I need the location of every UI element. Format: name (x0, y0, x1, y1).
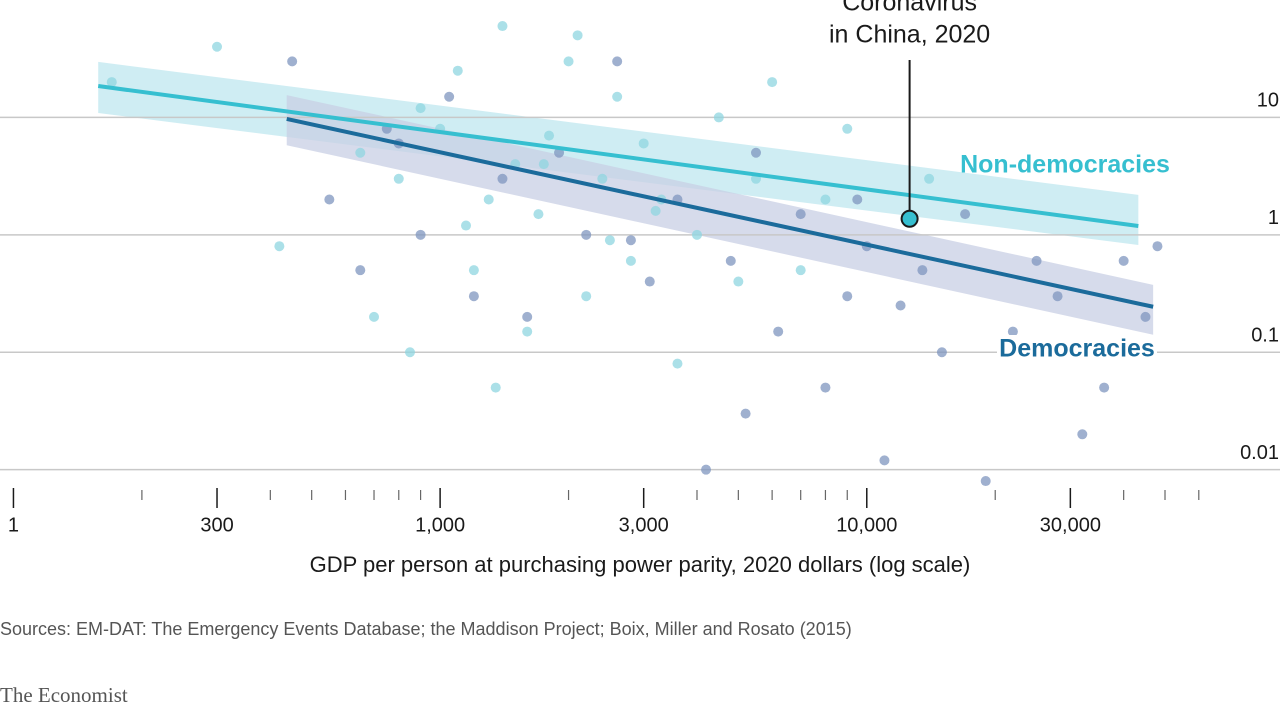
y-tick-label: 0.1 (1251, 325, 1279, 347)
label-backing (997, 335, 1157, 365)
bands (98, 61, 1154, 335)
data-point (980, 476, 991, 487)
data-point (842, 123, 853, 134)
data-point (355, 147, 366, 158)
data-point (701, 464, 712, 475)
data-point (936, 347, 947, 358)
data-point (820, 194, 831, 205)
data-point (490, 382, 501, 393)
data-point (563, 56, 574, 67)
data-point (740, 408, 751, 419)
data-point (212, 41, 223, 52)
x-tick-label: 1 (8, 514, 19, 536)
data-point (960, 209, 971, 220)
data-point (751, 147, 762, 158)
data-point (895, 300, 906, 311)
data-point (691, 229, 702, 240)
data-point (461, 220, 472, 231)
data-point (1140, 311, 1151, 322)
data-point (612, 91, 623, 102)
x-tick-label: 30,000 (1040, 514, 1101, 536)
data-point (581, 291, 592, 302)
data-point (795, 209, 806, 220)
data-point (538, 159, 549, 170)
fit-line (97, 84, 1139, 228)
data-point (106, 77, 117, 88)
data-point (572, 30, 583, 41)
annotation-text: Coronavirus (842, 0, 977, 17)
data-point (274, 241, 285, 252)
data-point (444, 91, 455, 102)
data-point (1099, 382, 1110, 393)
data-point (879, 455, 890, 466)
data-point (404, 347, 415, 358)
x-tick-label: 300 (200, 514, 233, 536)
data-point (369, 311, 380, 322)
data-point (522, 311, 533, 322)
data-point (625, 235, 636, 246)
data-point (497, 173, 508, 184)
data-point (733, 276, 744, 287)
annotation-text: in China, 2020 (829, 21, 990, 49)
fit-line (286, 117, 1154, 309)
foreground: 0.01 0.1 1 10 1 300 1,000 3,000 10,000 30,000 Non-… (8, 0, 1279, 536)
data-point (415, 229, 426, 240)
fit-lines (97, 84, 1154, 309)
data-point (1052, 291, 1063, 302)
source: Sources: EM-DAT: The Emergency Events Da… (0, 619, 852, 639)
data-point (1077, 429, 1088, 440)
data-point (393, 173, 404, 184)
data-point (522, 326, 533, 337)
annotation-marker (900, 209, 919, 228)
data-point (1031, 255, 1042, 266)
data-point (415, 103, 426, 114)
data-point (852, 194, 863, 205)
points (106, 21, 1163, 487)
data-point (468, 291, 479, 302)
data-point (924, 173, 935, 184)
data-point (497, 21, 508, 32)
data-point (625, 255, 636, 266)
data-point (581, 229, 592, 240)
data-point (1152, 241, 1163, 252)
data-point (672, 358, 683, 369)
data-point (773, 326, 784, 337)
data-point (468, 265, 479, 276)
data-point (604, 235, 615, 246)
series-label: Non-democracies (960, 151, 1170, 179)
data-point (795, 265, 806, 276)
series-label: Democracies (999, 335, 1155, 363)
confidence-band (98, 61, 1139, 245)
data-point (725, 255, 736, 266)
y-tick-label: 0.01 (1240, 442, 1279, 464)
data-point (287, 56, 298, 67)
x-tick-label: 10,000 (836, 514, 897, 536)
data-point (452, 65, 463, 76)
data-point (355, 265, 366, 276)
data-point (612, 56, 623, 67)
x-axis-label: GDP per person at purchasing power parit… (310, 552, 971, 577)
data-point (324, 194, 335, 205)
data-point (644, 276, 655, 287)
data-point (820, 382, 831, 393)
data-point (544, 130, 555, 141)
y-tick-label: 1 (1268, 207, 1279, 229)
data-point (650, 205, 661, 216)
y-tick-label: 10 (1257, 90, 1279, 112)
x-tick-label: 3,000 (619, 514, 669, 536)
x-tick-label: 1,000 (415, 514, 465, 536)
data-point (638, 138, 649, 149)
data-point (483, 194, 494, 205)
data-point (597, 173, 608, 184)
data-point (1007, 326, 1018, 337)
data-point (1118, 255, 1129, 266)
data-point (767, 77, 778, 88)
data-point (842, 291, 853, 302)
data-point (917, 265, 928, 276)
brand: The Economist (0, 683, 128, 707)
data-point (713, 112, 724, 123)
data-point (533, 209, 544, 220)
